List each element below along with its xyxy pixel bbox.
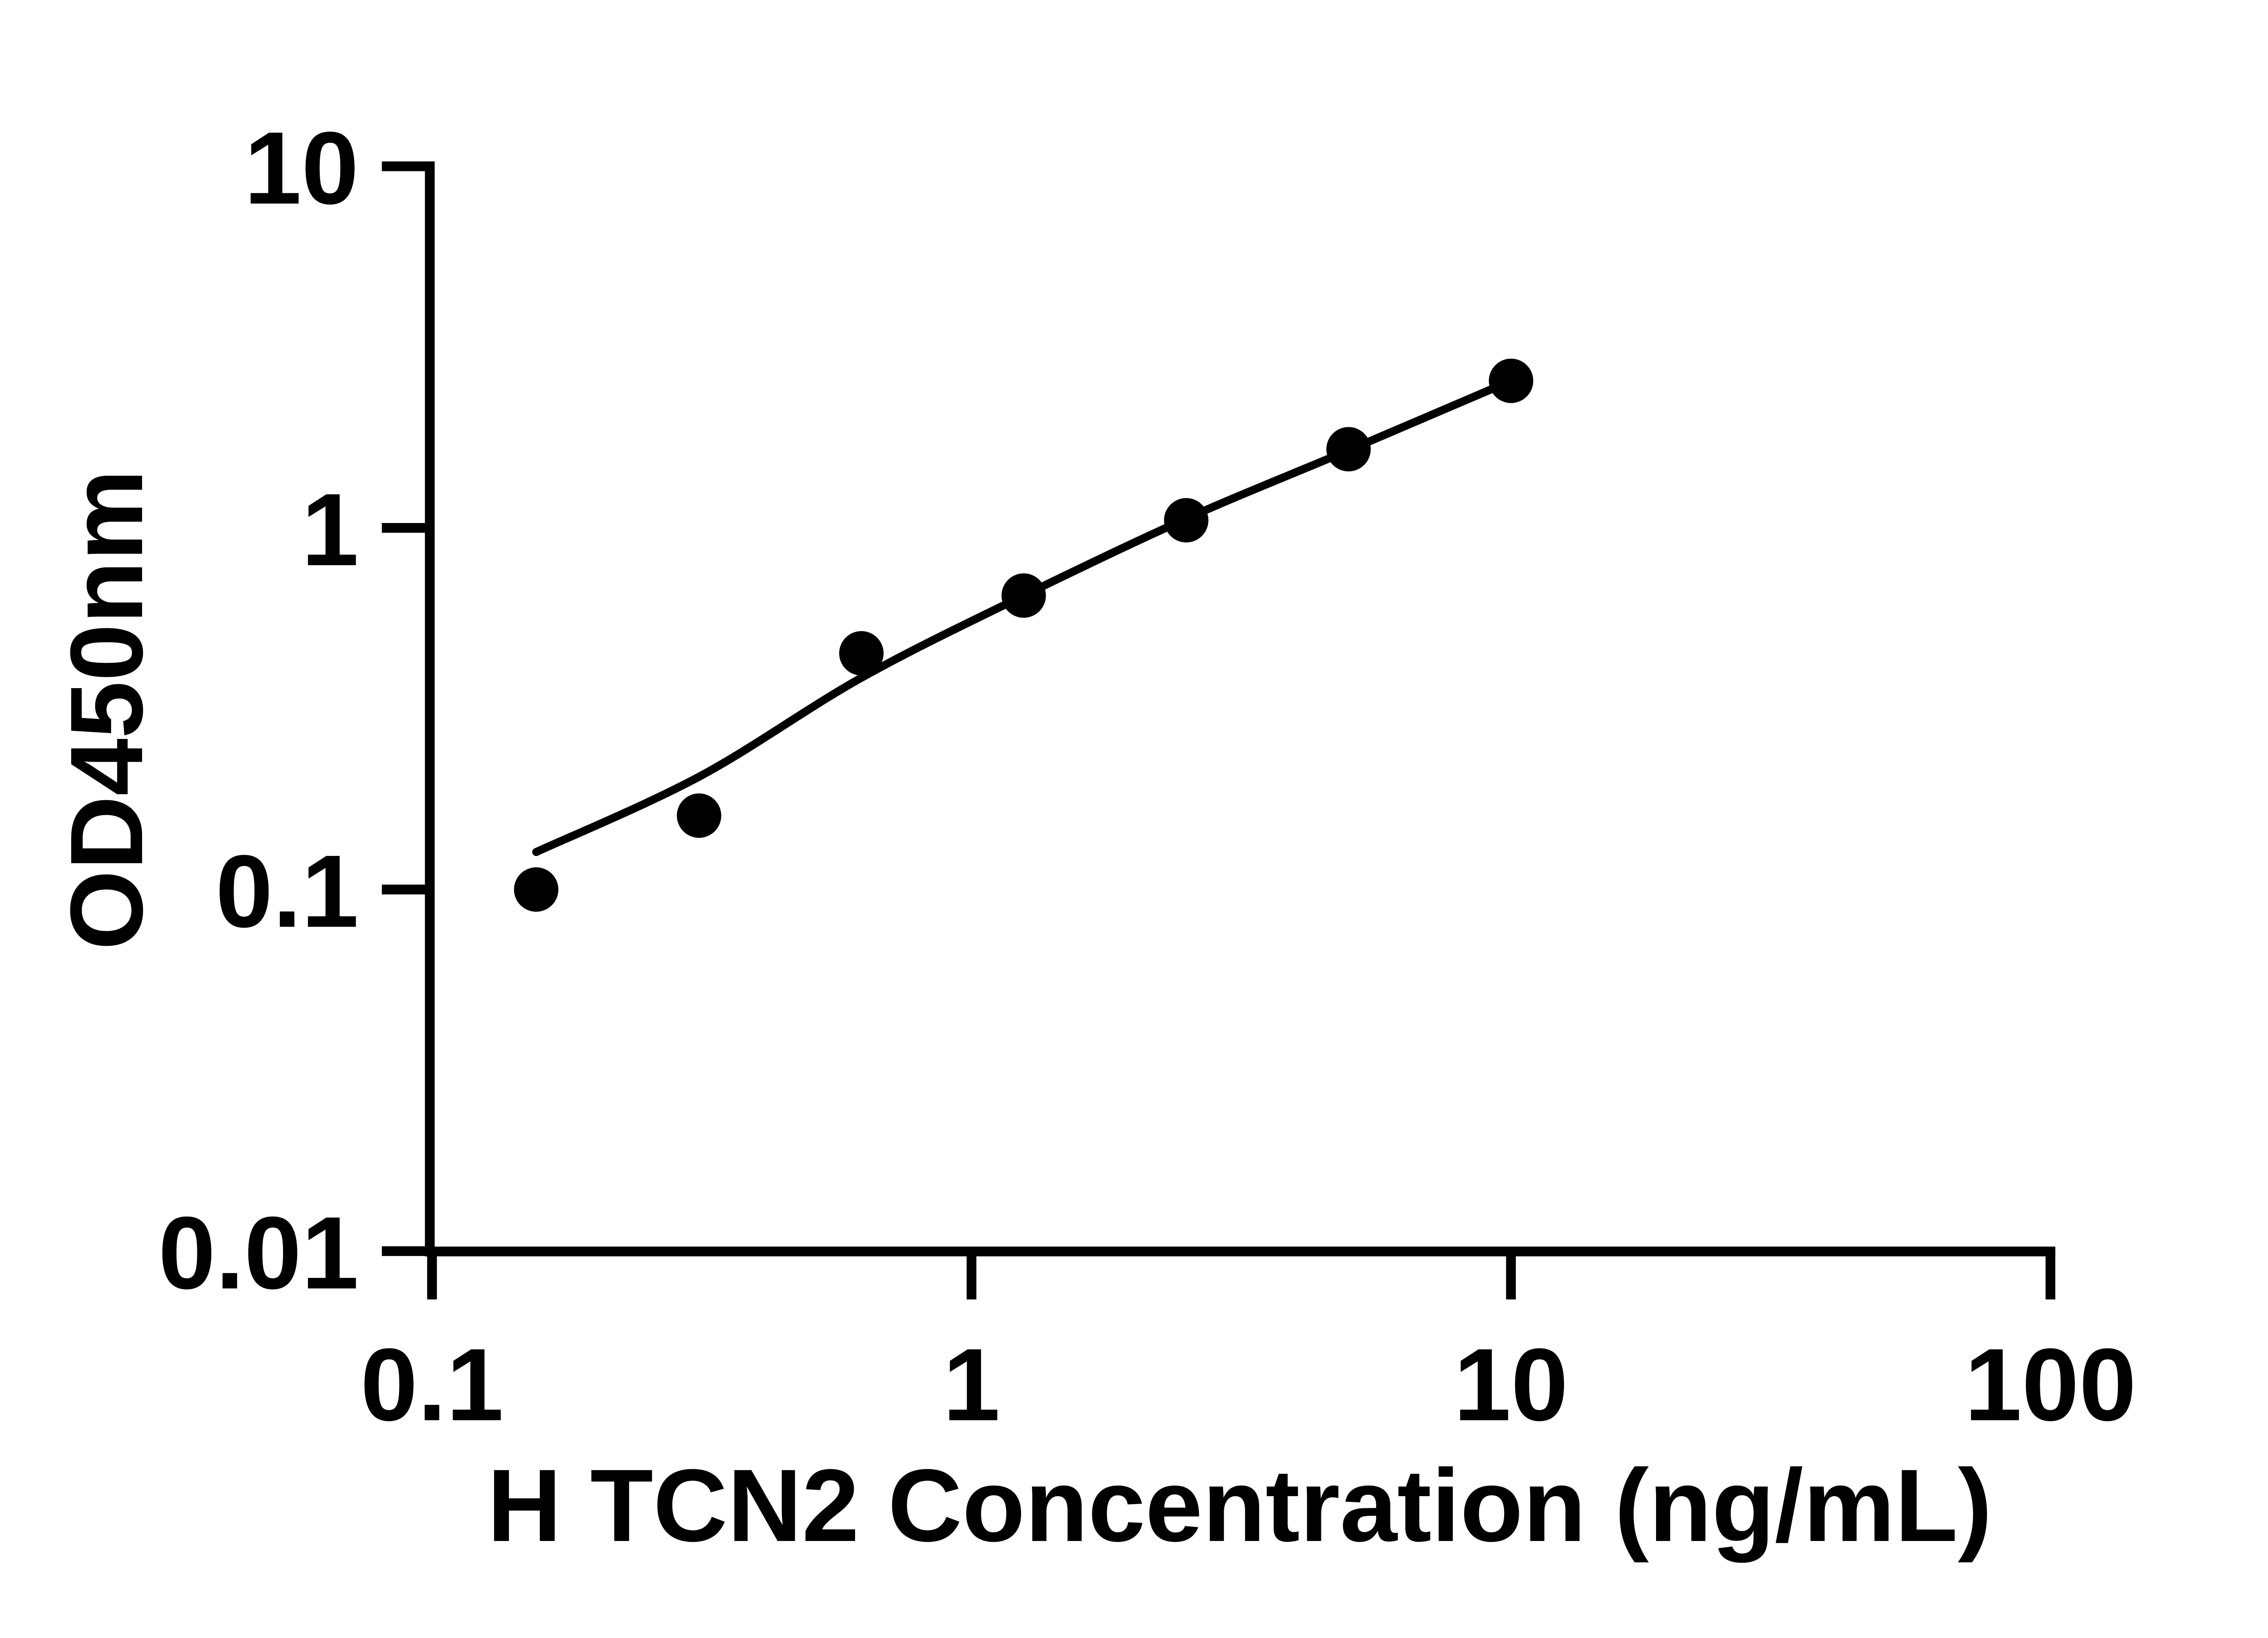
data-point (839, 631, 884, 676)
data-point (677, 793, 722, 838)
y-tick-label: 0.01 (158, 1195, 359, 1310)
y-axis-title: OD450nm (49, 469, 164, 950)
x-axis-title: H TCN2 Concentration (ng/mL) (487, 1448, 1992, 1563)
data-point (514, 867, 559, 912)
x-tick-label: 10 (1454, 1327, 1569, 1442)
data-point (1001, 573, 1046, 618)
x-tick-label: 100 (1965, 1327, 2136, 1442)
y-tick-label: 10 (244, 111, 359, 226)
y-tick-label: 1 (302, 472, 359, 587)
data-point (1164, 498, 1209, 543)
data-point (1489, 358, 1534, 403)
x-tick-label: 0.1 (361, 1327, 504, 1442)
x-tick-label: 1 (943, 1327, 1000, 1442)
y-tick-label: 0.1 (215, 834, 359, 949)
data-point (1326, 427, 1371, 472)
